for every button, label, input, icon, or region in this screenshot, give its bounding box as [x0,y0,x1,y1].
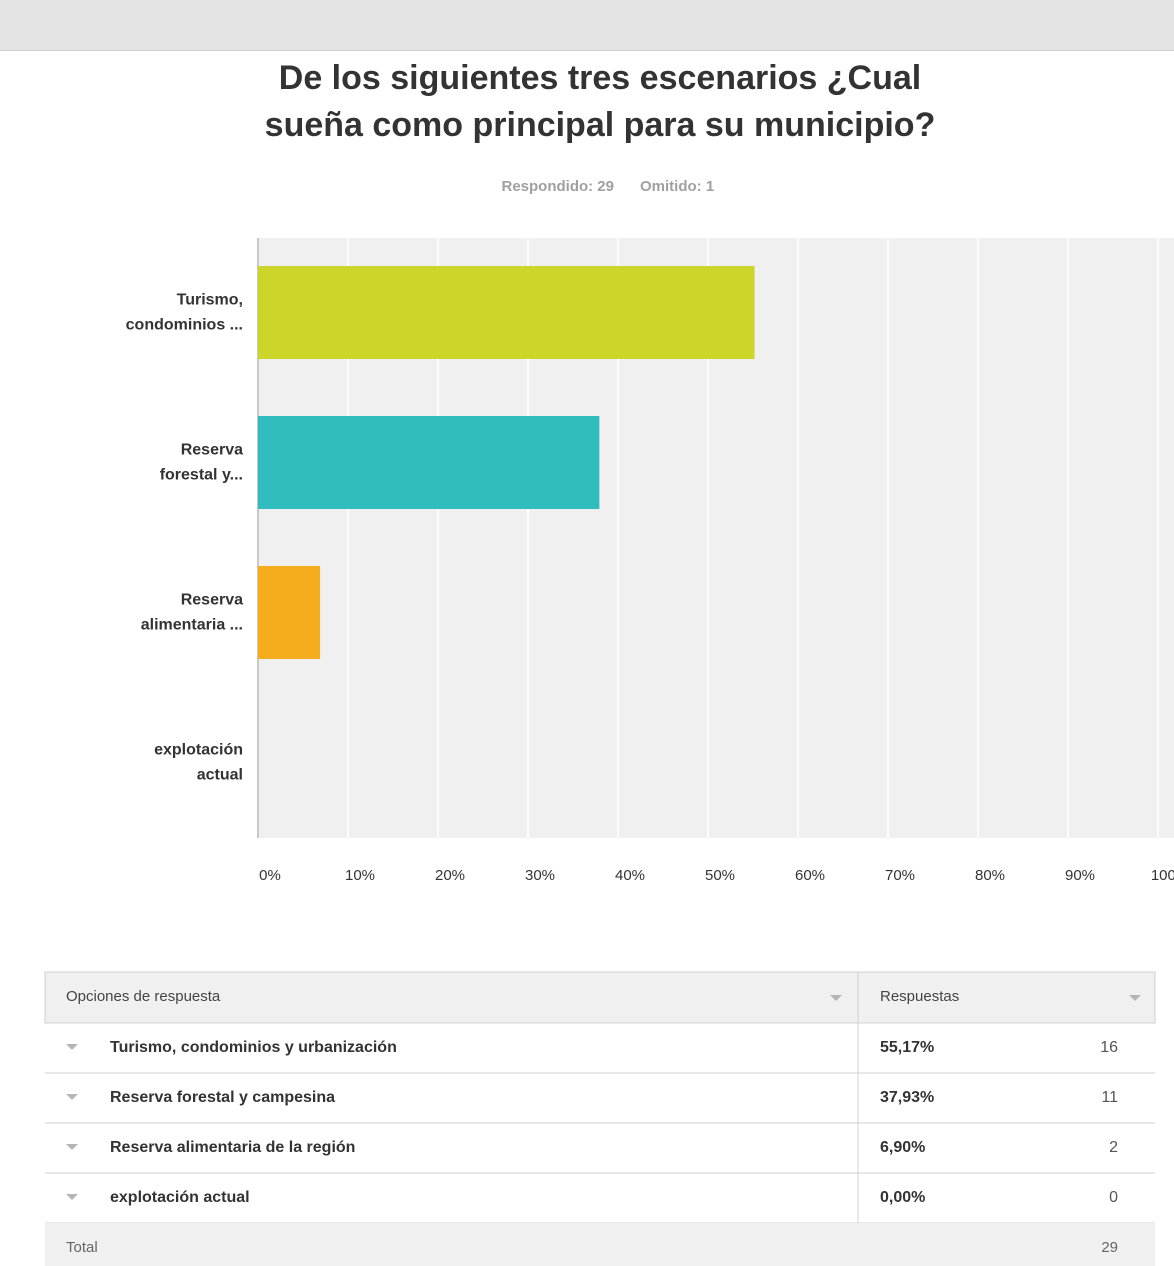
bar [258,566,321,659]
answer-count: 11 [1101,1089,1118,1106]
answer-label: Reserva forestal y campesina [110,1089,335,1106]
x-tick-label: 50% [705,867,735,884]
header-cell: Opciones de respuesta [66,988,221,1005]
table-header [44,971,1156,1024]
answer-percent: 55,17% [880,1039,934,1056]
total-count: 29 [1101,1239,1118,1256]
bar [258,266,755,359]
x-tick-label: 0% [259,867,281,884]
total-label: Total [66,1239,98,1256]
y-tick-label: alimentaria ... [141,617,243,634]
y-tick-label: forestal y... [160,467,243,484]
chart-title: De los siguientes tres escenarios ¿Cual [279,59,921,97]
answer-percent: 37,93% [880,1089,934,1106]
x-tick-label: 100% [1151,867,1174,884]
expand-icon [66,1144,78,1150]
answer-count: 0 [1109,1189,1118,1206]
answer-label: explotación actual [110,1189,250,1206]
top-bar [0,0,1174,50]
expand-icon [66,1094,78,1100]
chart-title: sueña como principal para su municipio? [265,106,936,144]
answer-percent: 6,90% [880,1139,925,1156]
y-tick-label: Reserva [181,592,243,609]
y-tick-label: explotación [154,742,243,759]
x-tick-label: 20% [435,867,465,884]
answer-percent: 0,00% [880,1189,925,1206]
y-tick-label: condominios ... [126,317,243,334]
sort-icon [1129,995,1141,1001]
x-tick-label: 70% [885,867,915,884]
answer-count: 16 [1100,1039,1118,1056]
subtitle: Omitido: 1 [640,178,714,195]
x-tick-label: 60% [795,867,825,884]
expand-icon [66,1044,78,1050]
answer-count: 2 [1109,1139,1118,1156]
y-tick-label: Turismo, [177,292,243,309]
expand-icon [66,1194,78,1200]
subtitle: Respondido: 29 [501,178,614,195]
x-tick-label: 30% [525,867,555,884]
y-tick-label: Reserva [181,442,243,459]
sort-icon [830,995,842,1001]
x-tick-label: 40% [615,867,645,884]
answer-label: Reserva alimentaria de la región [110,1139,355,1156]
total-row [45,1223,1155,1266]
y-tick-label: actual [197,767,243,784]
bar [258,416,600,509]
x-tick-label: 90% [1065,867,1095,884]
header-cell: Respuestas [880,988,959,1005]
x-tick-label: 80% [975,867,1005,884]
x-tick-label: 10% [345,867,375,884]
answer-label: Turismo, condominios y urbanización [110,1039,397,1056]
